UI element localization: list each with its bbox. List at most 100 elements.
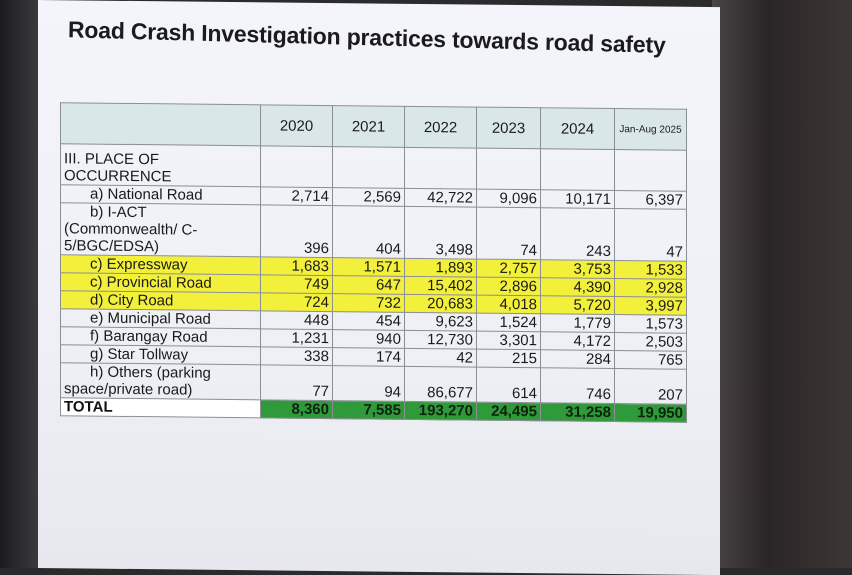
table-row: b) I-ACT (Commonwealth/ C- 5/BGC/EDSA) 396 4… xyxy=(60,202,687,262)
cell-value: 86,677 xyxy=(404,366,477,403)
cell-value: 765 xyxy=(614,350,687,370)
cell-value: 940 xyxy=(332,329,405,349)
cell-value: 174 xyxy=(332,347,405,367)
cell-value: 454 xyxy=(332,311,405,331)
row-label-line: c) Expressway xyxy=(90,255,188,274)
cell-value: 42 xyxy=(404,348,477,368)
row-label-line: space/private road) xyxy=(64,380,193,399)
cell-value: 9,623 xyxy=(404,312,477,332)
row-label: c) Provincial Road xyxy=(60,272,261,293)
cell-value: 1,893 xyxy=(404,258,477,278)
cell-value: 12,730 xyxy=(404,330,477,350)
header-row: 2020 2021 2022 2023 2024 Jan-Aug 2025 xyxy=(60,102,687,151)
row-label: g) Star Tollway xyxy=(60,344,261,365)
cell-value: 724 xyxy=(260,292,333,312)
col-header: 2022 xyxy=(404,106,477,149)
row-label-line: e) Municipal Road xyxy=(90,309,211,328)
cell-value: 4,018 xyxy=(476,295,541,314)
data-table: 2020 2021 2022 2023 2024 Jan-Aug 2025 II… xyxy=(60,102,687,423)
cell-value: 47 xyxy=(614,208,687,262)
cell-value: 5,720 xyxy=(540,295,615,315)
cell-value: 647 xyxy=(332,275,405,295)
row-label: d) City Road xyxy=(60,290,261,311)
cell-value: 2,896 xyxy=(476,277,541,296)
cell-value: 1,683 xyxy=(260,256,333,276)
slide-title: Road Crash Investigation practices towar… xyxy=(67,16,666,58)
cell-value: 396 xyxy=(260,204,333,258)
section-label-line: OCCURRENCE xyxy=(64,167,172,186)
cell-value: 10,171 xyxy=(540,189,615,209)
cell-value: 1,779 xyxy=(540,313,615,333)
cell-value: 15,402 xyxy=(404,276,477,296)
cell-value: 20,683 xyxy=(404,294,477,314)
col-header: Jan-Aug 2025 xyxy=(614,108,687,151)
cell-value: 284 xyxy=(540,349,615,369)
col-header: 2024 xyxy=(540,107,615,150)
room-wall-right xyxy=(712,0,852,568)
cell-value: 3,301 xyxy=(476,331,541,350)
cell-value: 243 xyxy=(540,207,615,261)
cell-value: 4,172 xyxy=(540,331,615,351)
table-row: h) Others (parking space/private road) 77 9… xyxy=(60,362,687,405)
cell-value: 746 xyxy=(540,367,615,404)
cell-value: 2,569 xyxy=(332,187,405,207)
total-value: 193,270 xyxy=(404,401,477,421)
cell-value: 6,397 xyxy=(614,190,687,210)
row-label-line: f) Barangay Road xyxy=(90,327,208,346)
cell-value: 749 xyxy=(260,274,333,294)
cell-value: 1,231 xyxy=(260,328,333,348)
row-label-line: b) I-ACT xyxy=(90,203,147,222)
cell-value: 3,997 xyxy=(614,296,687,316)
row-label: e) Municipal Road xyxy=(60,308,261,329)
total-label: TOTAL xyxy=(60,397,261,418)
col-header: 2020 xyxy=(260,104,333,147)
cell-value: 1,524 xyxy=(476,313,541,332)
cell-value: 4,390 xyxy=(540,277,615,297)
cell-value: 732 xyxy=(332,293,405,313)
row-label-line: c) Provincial Road xyxy=(90,273,212,292)
col-header: 2021 xyxy=(332,105,405,148)
cell-value: 215 xyxy=(476,349,541,368)
row-label-line: (Commonwealth/ C- xyxy=(64,220,198,239)
section-row: III. PLACE OF OCCURRENCE xyxy=(60,143,687,192)
cell-value: 448 xyxy=(260,310,333,330)
cell-value: 3,498 xyxy=(404,206,477,260)
cell-value: 2,928 xyxy=(614,278,687,298)
total-value: 7,585 xyxy=(332,400,405,420)
total-value: 8,360 xyxy=(260,399,333,419)
row-label: h) Others (parking space/private road) xyxy=(60,362,261,400)
row-label: f) Barangay Road xyxy=(60,326,261,347)
row-label: a) National Road xyxy=(60,184,261,205)
cell-value: 2,714 xyxy=(260,186,333,206)
row-label-line: d) City Road xyxy=(90,291,174,310)
cell-value: 2,503 xyxy=(614,332,687,352)
projected-slide: Road Crash Investigation practices towar… xyxy=(38,0,720,575)
cell-value: 94 xyxy=(332,365,405,402)
cell-value: 77 xyxy=(260,364,333,401)
col-header: 2023 xyxy=(476,107,541,149)
cell-value: 42,722 xyxy=(404,188,477,208)
total-value: 24,495 xyxy=(476,402,541,421)
total-value: 19,950 xyxy=(614,403,687,423)
cell-value: 338 xyxy=(260,346,333,366)
cell-value: 207 xyxy=(614,368,687,405)
row-label-line: h) Others (parking xyxy=(90,363,211,382)
total-value: 31,258 xyxy=(540,402,615,422)
cell-value: 614 xyxy=(476,367,541,403)
cell-value: 1,571 xyxy=(332,257,405,277)
cell-value: 74 xyxy=(476,207,541,260)
section-label: III. PLACE OF OCCURRENCE xyxy=(60,143,261,187)
cell-value: 1,573 xyxy=(614,314,687,334)
cell-value: 404 xyxy=(332,205,405,259)
cell-value: 3,753 xyxy=(540,259,615,279)
row-label-line: a) National Road xyxy=(90,185,203,204)
header-corner xyxy=(60,102,261,146)
row-label-line: 5/BGC/EDSA) xyxy=(64,237,160,256)
cell-value: 9,096 xyxy=(476,189,541,208)
cell-value: 1,533 xyxy=(614,260,687,280)
section-label-line: III. PLACE OF xyxy=(64,150,160,169)
row-label: b) I-ACT (Commonwealth/ C- 5/BGC/EDSA) xyxy=(60,202,261,257)
row-label: c) Expressway xyxy=(60,254,261,275)
row-label-line: g) Star Tollway xyxy=(90,345,189,364)
room-wall-left xyxy=(0,0,38,568)
